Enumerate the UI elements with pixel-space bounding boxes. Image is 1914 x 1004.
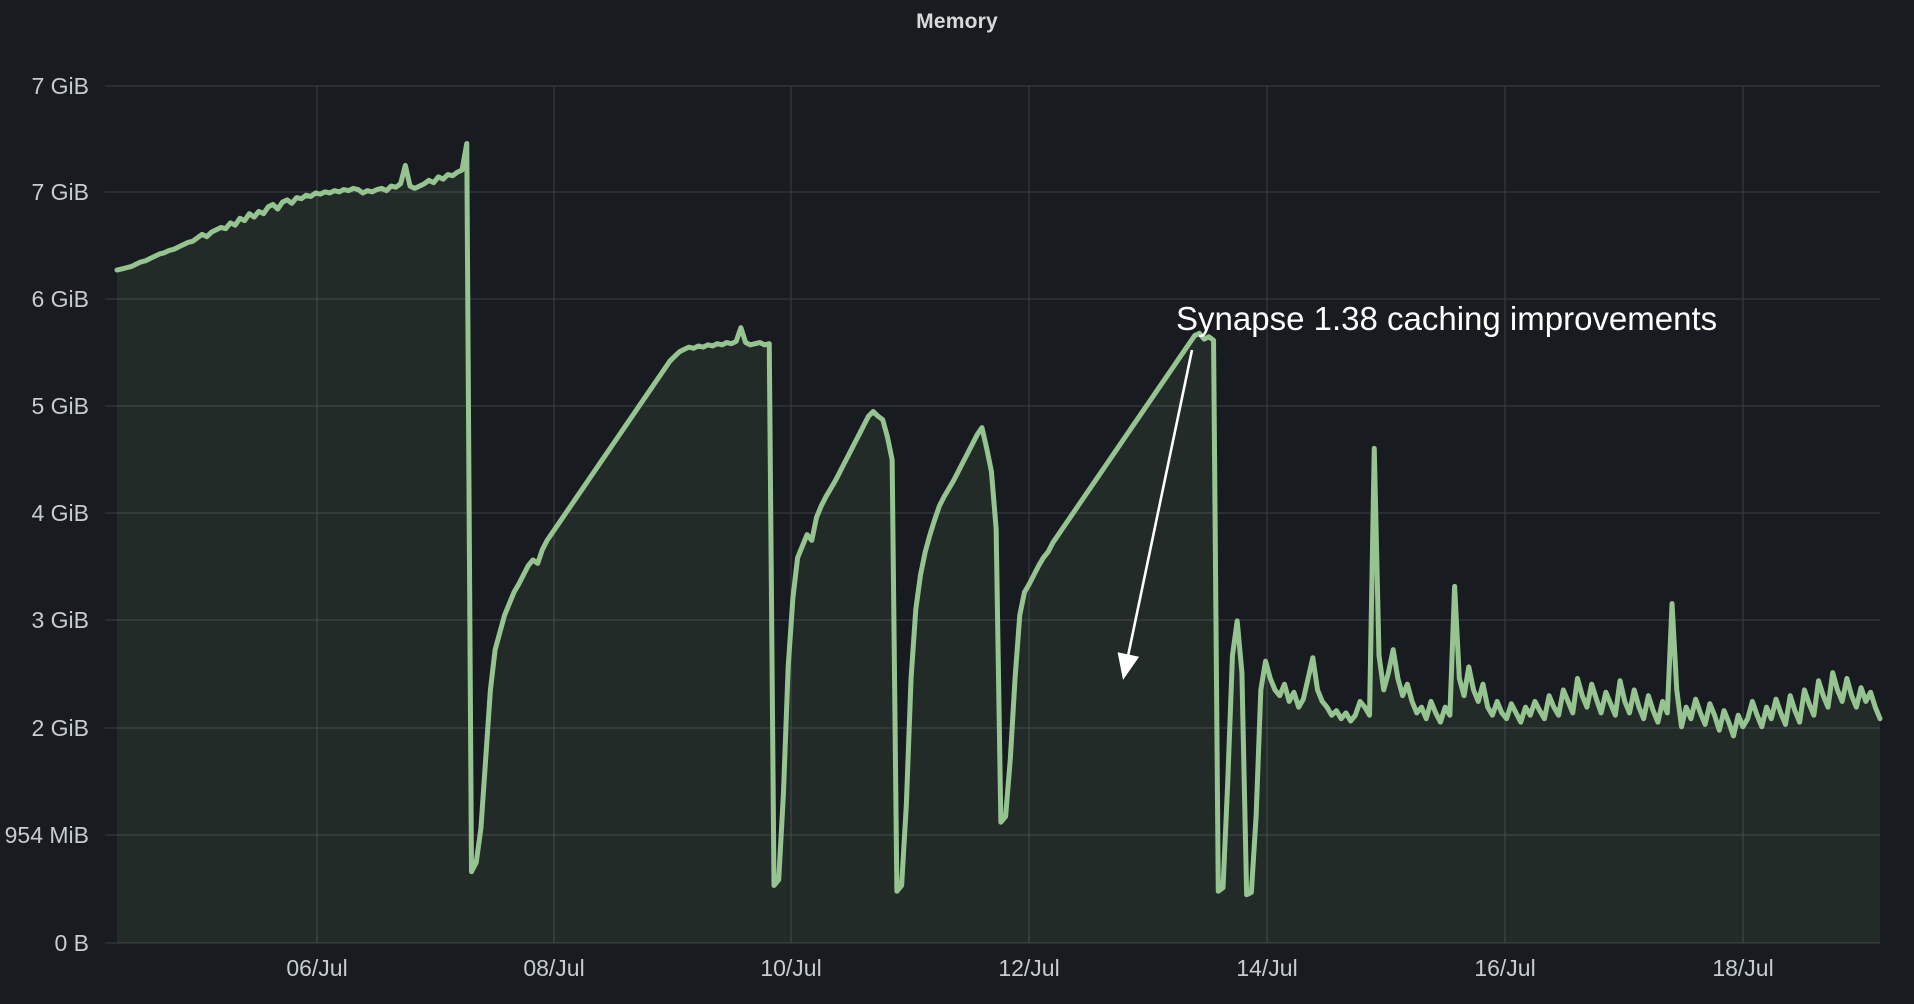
y-axis-tick-label: 7 GiB	[31, 73, 89, 99]
x-axis-tick-label: 10/Jul	[760, 955, 821, 981]
x-axis-tick-label: 06/Jul	[286, 955, 347, 981]
x-axis-tick-label: 18/Jul	[1712, 955, 1773, 981]
series-path	[114, 141, 1883, 898]
annotation-label: Synapse 1.38 caching improvements	[1176, 300, 1717, 337]
y-axis-labels: 7 GiB 7 GiB 6 GiB 5 GiB 4 GiB 3 GiB 2 GiB 954 M…	[5, 73, 89, 956]
x-axis-labels: 06/Jul 08/Jul 10/Jul 12/Jul 14/Jul 16/Jul 18/J…	[286, 955, 1773, 981]
annotation-arrow-head	[1117, 652, 1140, 680]
series-area-fill	[117, 143, 1880, 943]
x-axis-tick-label: 14/Jul	[1236, 955, 1297, 981]
y-axis-tick-label: 5 GiB	[31, 393, 89, 419]
y-axis-tick-label: 954 MiB	[5, 822, 89, 848]
annotation-callout: Synapse 1.38 caching improvements	[1117, 300, 1717, 680]
y-axis-tick-label: 4 GiB	[31, 500, 89, 526]
y-axis-tick-label: 6 GiB	[31, 286, 89, 312]
x-axis-tick-label: 08/Jul	[523, 955, 584, 981]
x-axis-tick-label: 16/Jul	[1474, 955, 1535, 981]
grid-lines	[105, 85, 1880, 944]
series-area	[117, 143, 1880, 943]
series-line	[114, 141, 1883, 898]
annotation-arrow-line	[1125, 349, 1194, 661]
y-axis-tick-label: 7 GiB	[31, 179, 89, 205]
y-axis-tick-label: 2 GiB	[31, 715, 89, 741]
page-title: Memory	[916, 10, 998, 33]
x-axis-tick-label: 12/Jul	[998, 955, 1059, 981]
y-axis-tick-label: 3 GiB	[31, 607, 89, 633]
y-axis-tick-label: 0 B	[54, 930, 89, 956]
